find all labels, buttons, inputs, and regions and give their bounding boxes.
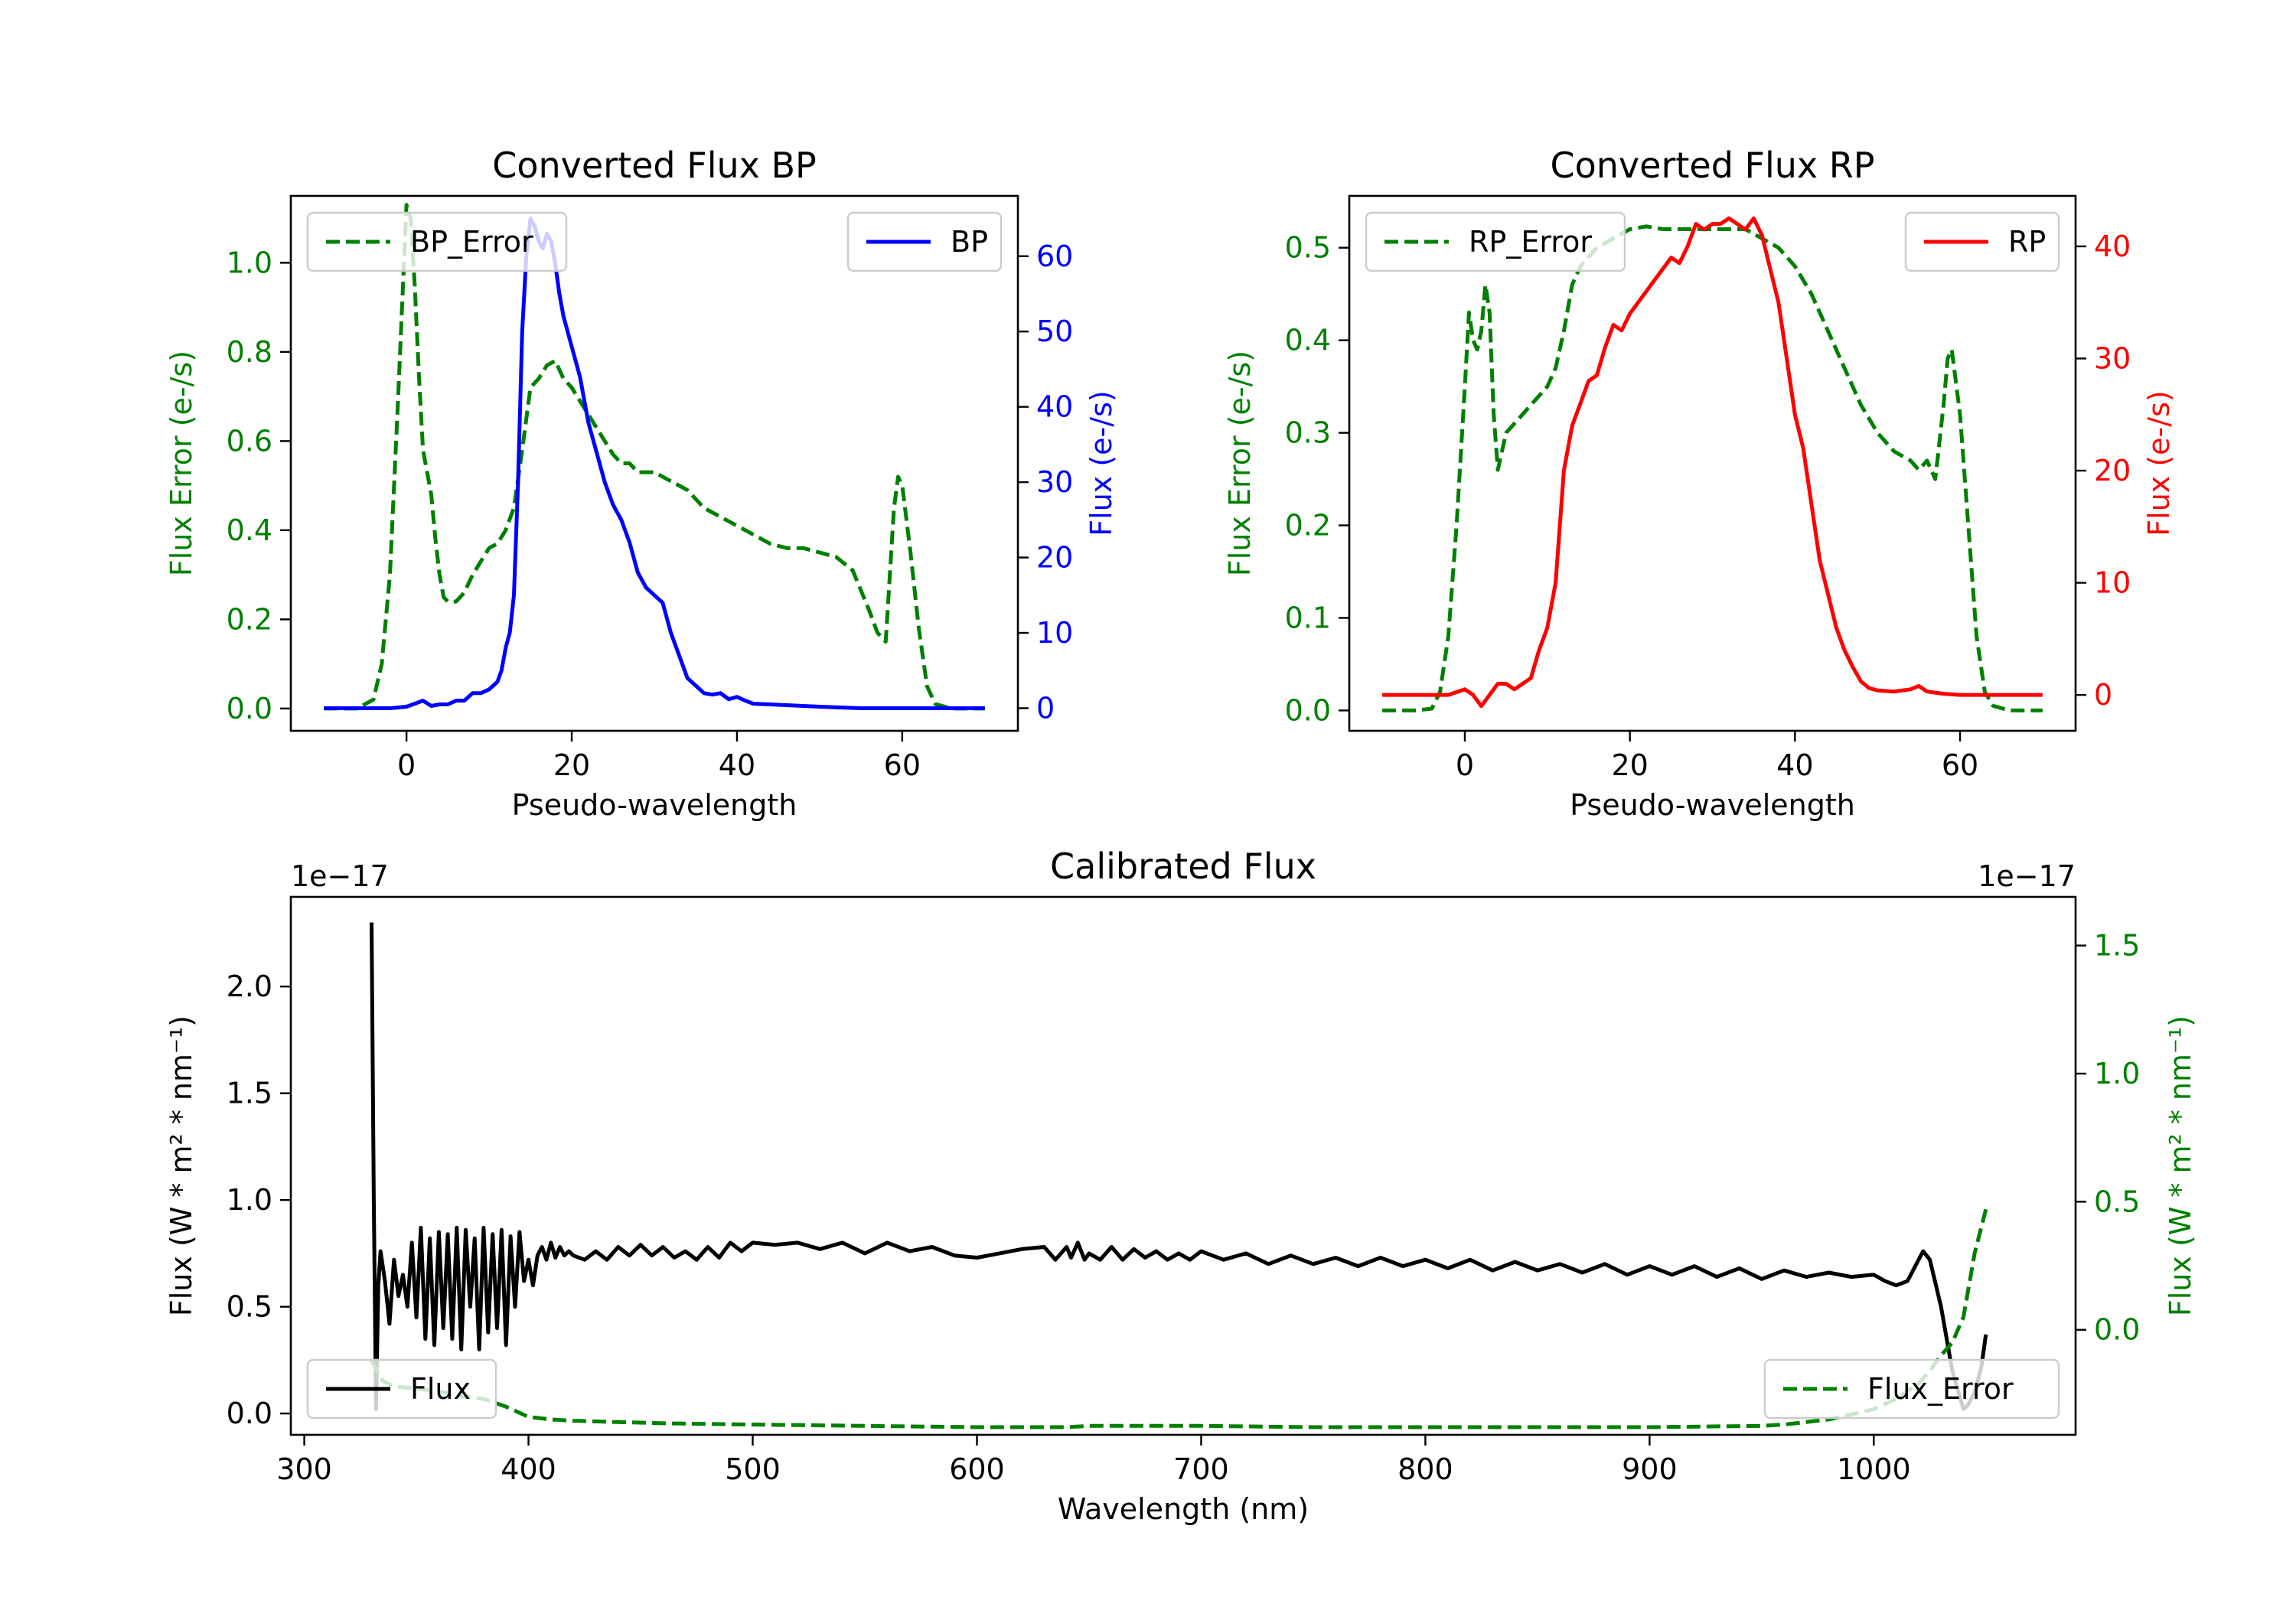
y-right-tick-label: 20 <box>1036 541 1073 575</box>
x-tick-label: 40 <box>719 748 755 782</box>
y-right-tick-label: 0.5 <box>2094 1185 2140 1218</box>
x-tick-label: 900 <box>1622 1452 1678 1486</box>
y-right-tick-label: 1.5 <box>2094 929 2140 963</box>
y-left-tick-label: 0.5 <box>227 1290 272 1324</box>
legend-flux-error: Flux_Error <box>1763 1358 2060 1420</box>
legend-bp: BP <box>846 211 1003 272</box>
axes-frame <box>289 895 2077 1436</box>
series-line-flux <box>370 922 1988 1411</box>
x-axis-label: Pseudo-wavelength <box>1570 788 1855 822</box>
y-right-axis-label: Flux (W * m² * nm⁻¹) <box>2164 1015 2197 1316</box>
y-right-tick-label: 60 <box>1036 240 1073 273</box>
x-tick-label: 800 <box>1397 1452 1453 1486</box>
y-left-axis-label: Flux Error (e-/s) <box>1223 350 1257 576</box>
x-tick-label: 500 <box>725 1452 781 1486</box>
legend-box <box>1763 1358 2060 1420</box>
y-left-tick-label: 1.0 <box>227 246 272 279</box>
x-tick-label: 20 <box>553 748 590 782</box>
legend-flux: Flux <box>306 1358 497 1420</box>
y-left-tick-label: 0.4 <box>227 513 272 547</box>
legend-box <box>306 211 568 272</box>
legend-label: RP <box>2008 225 2046 259</box>
series-line-rp <box>1382 216 2043 709</box>
x-tick-label: 600 <box>949 1452 1005 1486</box>
legend-rp: RP <box>1904 211 2060 272</box>
x-tick-label: 0 <box>397 748 416 782</box>
x-tick-label: 40 <box>1776 748 1813 782</box>
panel-calibrated-flux: 300 400 500 600 700 800 900 1000 0.0 0.5 1.0 1.5 2.0… <box>165 846 2197 1526</box>
x-tick-label: 300 <box>276 1452 332 1486</box>
y-right-tick-label: 0 <box>2094 678 2112 712</box>
y-left-tick-label: 0.8 <box>227 335 272 369</box>
x-tick-label: 700 <box>1173 1452 1229 1486</box>
y-right-axis-label: Flux (e-/s) <box>1084 390 1118 536</box>
panel-converted-flux-bp: 0 20 40 60 0.0 0.2 0.4 0.6 0.8 1.0 0 10 20 30 40 50 60 Co… <box>165 145 1118 822</box>
y-right-tick-label: 40 <box>1036 390 1073 424</box>
y-left-tick-label: 0.0 <box>227 1397 272 1430</box>
y-left-axis-label: Flux (W * m² * nm⁻¹) <box>165 1015 198 1316</box>
x-tick-label: 60 <box>1942 748 1978 782</box>
x-tick-label: 20 <box>1611 748 1648 782</box>
y-left-tick-label: 0.4 <box>1285 324 1331 357</box>
y-right-tick-label: 30 <box>2094 341 2131 375</box>
legend-label: Flux <box>410 1372 471 1406</box>
legend-label: RP_Error <box>1469 225 1592 259</box>
legend-bp-error: BP_Error <box>306 211 568 272</box>
legend-label: BP_Error <box>410 225 533 259</box>
series-line-rp-error <box>1382 224 2043 712</box>
axes-frame <box>289 194 1019 732</box>
panel-converted-flux-rp: 0 20 40 60 0.0 0.1 0.2 0.3 0.4 0.5 0 10 20 30 40 Conver… <box>1223 145 2176 822</box>
y-left-axis-label: Flux Error (e-/s) <box>165 350 198 576</box>
series-line-bp-error <box>324 203 985 711</box>
y-left-tick-label: 0.1 <box>1285 601 1331 634</box>
chart-title: Converted Flux BP <box>492 145 817 186</box>
y-left-tick-label: 1.5 <box>227 1077 272 1110</box>
x-tick-label: 60 <box>884 748 921 782</box>
y-right-offset-text: 1e−17 <box>1978 859 2076 893</box>
y-right-tick-label: 50 <box>1036 315 1073 348</box>
legend-rp-error: RP_Error <box>1365 211 1626 272</box>
x-tick-label: 1000 <box>1837 1452 1911 1486</box>
y-left-tick-label: 0.0 <box>227 692 272 725</box>
y-right-tick-label: 0.0 <box>2094 1313 2140 1347</box>
x-tick-label: 400 <box>501 1452 556 1486</box>
y-left-tick-label: 2.0 <box>227 970 272 1003</box>
y-left-offset-text: 1e−17 <box>291 859 389 893</box>
y-right-tick-label: 10 <box>2094 566 2131 600</box>
legend-label: Flux_Error <box>1867 1372 2014 1406</box>
chart-title: Converted Flux RP <box>1551 145 1875 186</box>
y-left-tick-label: 1.0 <box>227 1183 272 1217</box>
y-right-tick-label: 20 <box>2094 454 2131 487</box>
x-axis-label: Wavelength (nm) <box>1058 1492 1309 1526</box>
y-right-tick-label: 0 <box>1036 691 1055 725</box>
axes-frame <box>1348 194 2077 732</box>
y-right-tick-label: 30 <box>1036 465 1073 499</box>
y-left-tick-label: 0.6 <box>227 424 272 458</box>
y-left-tick-label: 0.2 <box>227 602 272 636</box>
y-left-tick-label: 0.2 <box>1285 509 1331 543</box>
y-right-axis-label: Flux (e-/s) <box>2142 390 2176 536</box>
y-right-tick-label: 10 <box>1036 616 1073 650</box>
series-line-bp <box>324 217 985 710</box>
y-right-tick-label: 1.0 <box>2094 1057 2140 1090</box>
x-axis-label: Pseudo-wavelength <box>512 788 797 822</box>
legend-label: BP <box>951 225 988 259</box>
y-left-tick-label: 0.5 <box>1285 231 1331 265</box>
legend-box <box>306 1358 497 1420</box>
y-left-tick-label: 0.3 <box>1285 416 1331 450</box>
legend-box <box>1365 211 1626 272</box>
chart-title: Calibrated Flux <box>1050 846 1316 887</box>
y-left-tick-label: 0.0 <box>1285 693 1331 727</box>
y-right-tick-label: 40 <box>2094 230 2131 263</box>
x-tick-label: 0 <box>1456 748 1474 782</box>
